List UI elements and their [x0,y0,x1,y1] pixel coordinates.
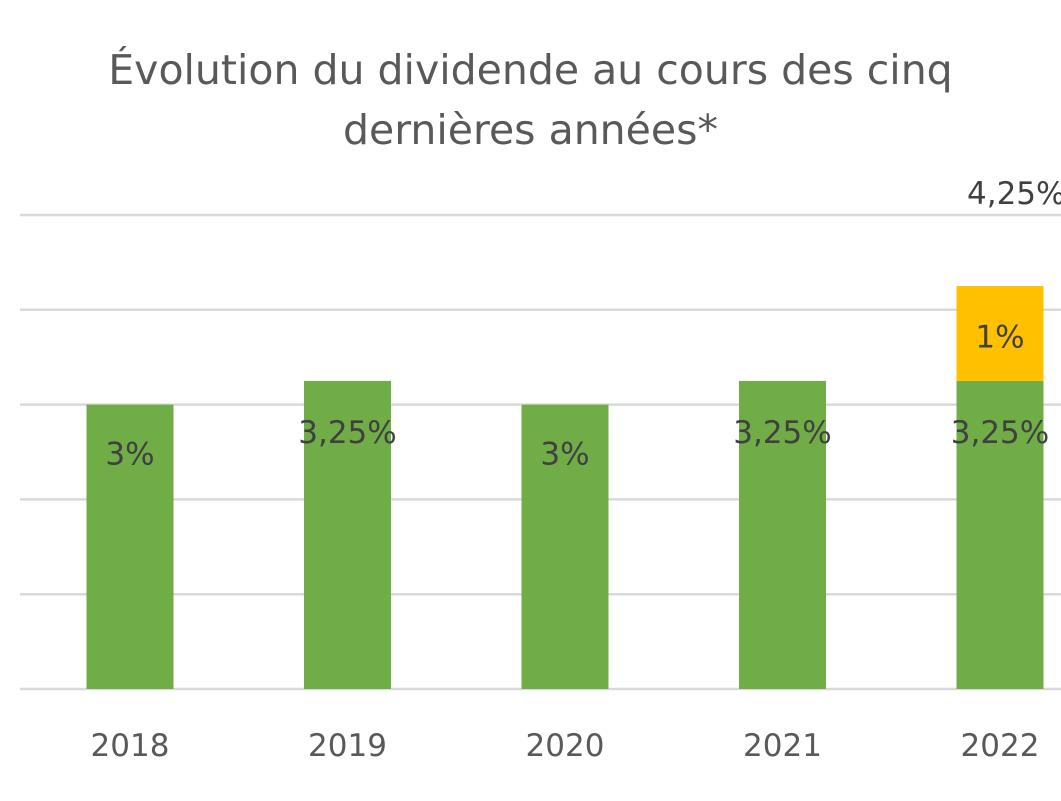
data-label-2020-series-1: 3% [540,437,589,473]
chart-title-line-1: Évolution du dividende au cours des cinq [108,46,953,94]
data-label-2018-series-1: 3% [105,437,154,473]
x-tick-label-2020: 2020 [526,728,605,764]
bar-2020-series-1 [521,404,609,689]
chart-title: Évolution du dividende au cours des cinq… [0,40,1061,160]
bar-2022-series-1 [956,380,1044,689]
bar-2018-series-1 [86,404,174,689]
x-tick-label-2018: 2018 [91,728,170,764]
bar-2022-series-2 [956,286,1044,381]
data-label-2022-series-1: 3,25% [951,415,1049,451]
bar-2019-series-1 [304,380,391,689]
x-tick-label-2021: 2021 [743,728,822,764]
chart-title-line-2: dernières années* [343,106,718,154]
total-label-2022: 4,25% [967,176,1061,212]
data-label-2021-series-1: 3,25% [733,415,831,451]
bar-2021-series-1 [739,380,826,689]
x-tick-label-2019: 2019 [308,728,387,764]
data-label-2022-series-2: 1% [975,320,1024,356]
x-tick-label-2022: 2022 [961,728,1040,764]
data-label-2019-series-1: 3,25% [298,415,396,451]
